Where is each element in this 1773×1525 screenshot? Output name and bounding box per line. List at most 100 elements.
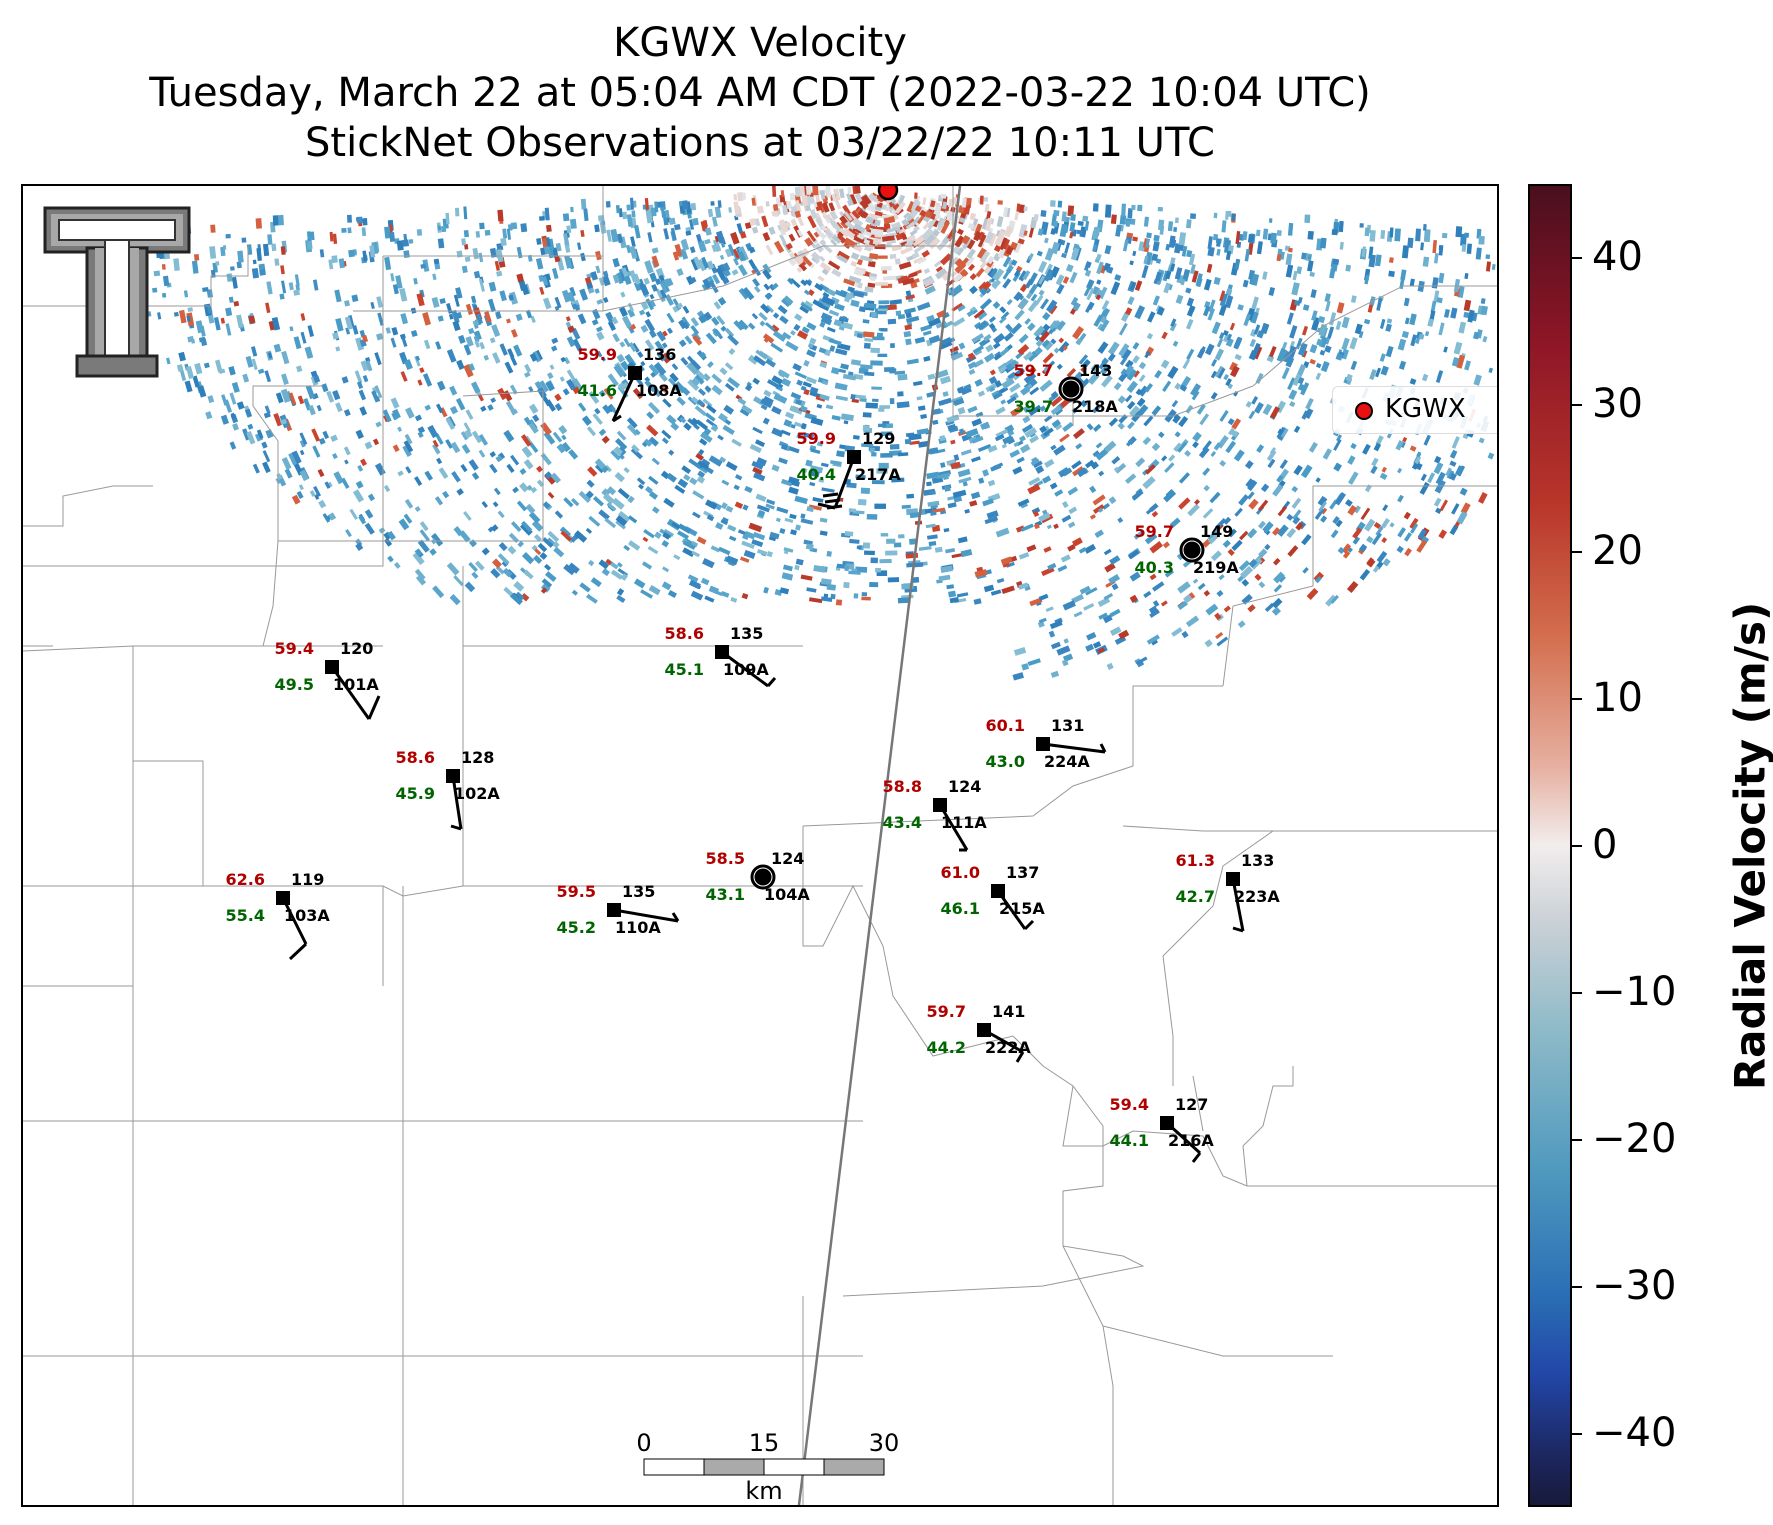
colorbar-tick (1572, 1432, 1582, 1435)
colorbar-tick-label: −40 (1592, 1409, 1677, 1456)
station-extra-value: 137 (1006, 863, 1039, 882)
wind-barb-staff (938, 804, 969, 851)
station-216a[interactable]: 59.4 127 44.1 216A (1110, 1095, 1215, 1163)
station-dewpoint: 41.6 (578, 381, 617, 400)
station-224a[interactable]: 60.1 131 43.0 224A (986, 716, 1107, 771)
station-temperature: 59.7 (927, 1002, 966, 1021)
county-boundaries (23, 186, 1497, 1505)
station-marker-square (715, 645, 729, 659)
station-111a[interactable]: 58.8 124 43.4 111A (883, 777, 988, 852)
station-101a[interactable]: 59.4 120 49.5 101A (275, 639, 381, 720)
map-legend: KGWX (1332, 386, 1497, 434)
station-dewpoint: 43.1 (706, 885, 745, 904)
station-dewpoint: 40.3 (1135, 558, 1174, 577)
station-dewpoint: 55.4 (226, 906, 265, 925)
colorbar-tick (1572, 403, 1582, 406)
station-id: 217A (855, 465, 901, 484)
station-dewpoint: 42.7 (1176, 887, 1215, 906)
colorbar-tick-label: 30 (1592, 380, 1643, 427)
legend-label: KGWX (1385, 394, 1466, 424)
station-103a[interactable]: 62.6 119 55.4 103A (226, 870, 331, 961)
station-dewpoint: 45.9 (396, 784, 435, 803)
station-id: 219A (1193, 558, 1239, 577)
station-marker-ring (1061, 379, 1081, 399)
wind-barb-flag (671, 912, 680, 922)
colorbar-tick-label: 40 (1592, 233, 1643, 280)
wind-barb-staff (1231, 878, 1245, 932)
station-102a[interactable]: 58.6 128 45.9 102A (396, 748, 501, 831)
station-marker-square (1226, 872, 1240, 886)
wind-barb-flag (1015, 1051, 1025, 1063)
station-extra-value: 120 (340, 639, 373, 658)
station-temperature: 59.9 (797, 429, 836, 448)
station-extra-value: 141 (992, 1002, 1025, 1021)
station-217a[interactable]: 59.9 129 40.4 217A (797, 429, 902, 510)
colorbar-tick (1572, 550, 1582, 553)
station-id: 218A (1072, 397, 1118, 416)
station-temperature: 58.6 (665, 624, 704, 643)
scale-label-15: 15 (749, 1429, 780, 1457)
station-id: 223A (1234, 887, 1280, 906)
station-extra-value: 127 (1175, 1095, 1208, 1114)
station-extra-value: 149 (1200, 522, 1233, 541)
station-dewpoint: 45.2 (557, 918, 596, 937)
station-215a[interactable]: 61.0 137 46.1 215A (941, 863, 1046, 931)
station-marker-square (933, 798, 947, 812)
station-marker-ring (753, 867, 773, 887)
station-id: 222A (985, 1038, 1031, 1057)
wind-barb-flag (1023, 919, 1035, 931)
station-id: 215A (999, 899, 1045, 918)
station-temperature: 58.6 (396, 748, 435, 767)
station-extra-value: 135 (622, 882, 655, 901)
station-id: 104A (764, 885, 810, 904)
wind-barb-staff (1042, 742, 1106, 754)
colorbar (1528, 184, 1572, 1507)
wind-barb-staff (330, 666, 371, 720)
station-temperature: 59.7 (1135, 522, 1174, 541)
station-extra-value: 129 (862, 429, 895, 448)
wind-barb-staff (613, 908, 679, 923)
wind-barb-staff (451, 775, 463, 830)
station-extra-value: 124 (948, 777, 981, 796)
station-dewpoint: 43.4 (883, 813, 922, 832)
station-223a[interactable]: 61.3 133 42.7 223A (1176, 851, 1281, 933)
scale-unit: km (745, 1477, 782, 1505)
station-temperature: 59.9 (578, 345, 617, 364)
station-218a[interactable]: 59.7 143 39.7 218A (1014, 361, 1119, 416)
station-108a[interactable]: 59.9 136 41.6 108A (578, 345, 683, 423)
wind-barb-flag (822, 492, 839, 498)
map-canvas: 59.9 136 41.6 108A 59.7 143 39.7 218A 59.9 129 40.… (23, 186, 1497, 1505)
map-panel[interactable]: 59.9 136 41.6 108A 59.7 143 39.7 218A 59.9 129 40.… (21, 184, 1499, 1507)
wind-barb-flag (766, 677, 777, 687)
colorbar-tick (1572, 1138, 1582, 1141)
station-marker-square (977, 1023, 991, 1037)
station-id: 101A (333, 675, 379, 694)
station-temperature: 58.8 (883, 777, 922, 796)
colorbar-tick (1572, 1285, 1582, 1288)
colorbar-tick (1572, 844, 1582, 847)
wind-barb-staff (611, 372, 637, 422)
station-219a[interactable]: 59.7 149 40.3 219A (1135, 522, 1240, 577)
colorbar-tick (1572, 697, 1582, 700)
station-temperature: 59.4 (275, 639, 314, 658)
station-104a[interactable]: 58.5 124 43.1 104A (706, 849, 811, 904)
station-extra-value: 135 (730, 624, 763, 643)
station-dewpoint: 44.2 (927, 1038, 966, 1057)
radar-site-legend-icon (1355, 402, 1373, 420)
station-109a[interactable]: 58.6 135 45.1 109A (665, 624, 777, 688)
station-marker-square (446, 769, 460, 783)
station-222a[interactable]: 59.7 141 44.2 222A (927, 1002, 1032, 1063)
station-extra-value: 128 (461, 748, 494, 767)
wind-barb-flag (367, 695, 381, 720)
station-marker-circle (1179, 537, 1205, 563)
colorbar-tick-label: −10 (1592, 968, 1677, 1015)
wind-barb-flag (1232, 926, 1244, 933)
wind-barb-staff (721, 650, 769, 688)
wind-barb-flag (824, 498, 841, 504)
station-110a[interactable]: 59.5 135 45.2 110A (557, 882, 680, 937)
station-marker-ring (1182, 540, 1202, 560)
colorbar-tick-label: −30 (1592, 1262, 1677, 1309)
station-marker-square (276, 891, 290, 905)
colorbar-tick-label: 20 (1592, 527, 1643, 574)
station-marker-square (1160, 1116, 1174, 1130)
